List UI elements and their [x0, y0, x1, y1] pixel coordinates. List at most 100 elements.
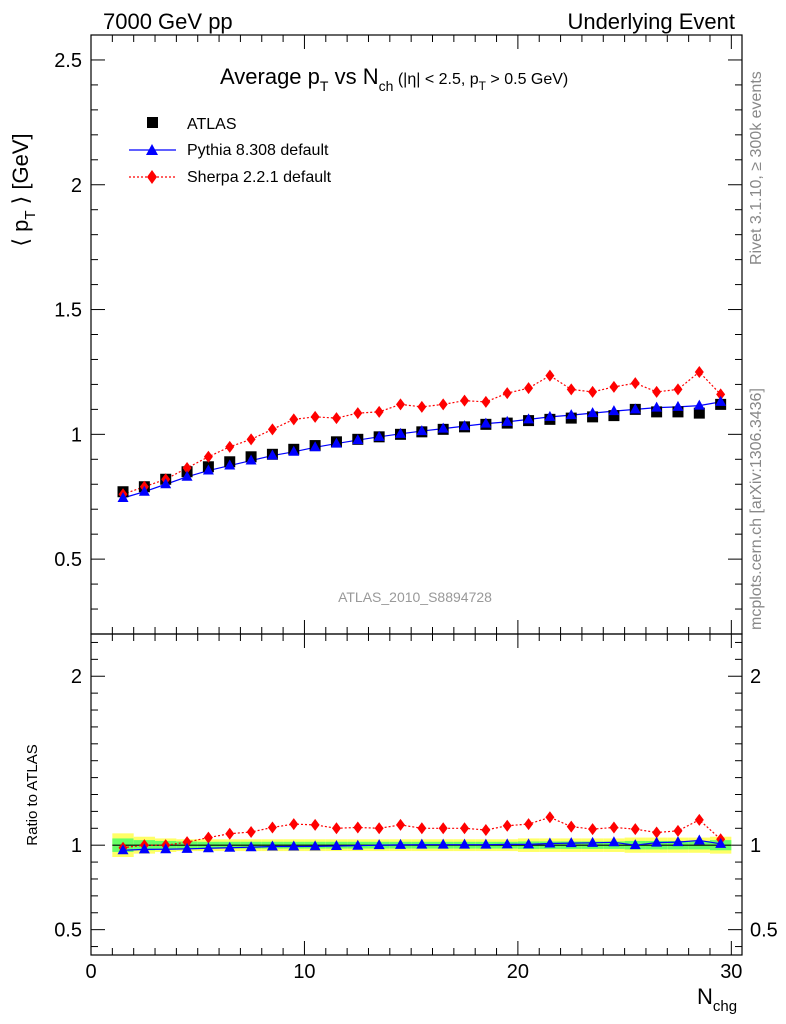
pythia-point — [480, 417, 492, 428]
legend-sherpa-marker — [147, 170, 157, 184]
pythia-point — [245, 454, 257, 465]
ratio-sherpa-point — [289, 818, 299, 831]
ratio-sherpa-point — [673, 824, 683, 837]
legend-atlas-marker — [147, 117, 158, 128]
pythia-point — [501, 415, 513, 426]
pythia-point — [160, 478, 172, 489]
ratio-y-tick-label: 2 — [71, 666, 82, 688]
sherpa-point — [588, 385, 598, 398]
atlas-point — [672, 406, 684, 418]
pythia-point — [138, 485, 150, 496]
ratio-pythia-point — [330, 840, 342, 851]
legend-sherpa-label: Sherpa 2.2.1 default — [187, 169, 332, 186]
sherpa-point — [395, 398, 405, 411]
main-ylabel-close: ⟩ [GeV] — [8, 133, 33, 210]
x-axis-label-sub: chg — [713, 998, 737, 1015]
sherpa-point — [716, 388, 726, 401]
ratio-sherpa-point — [182, 836, 192, 849]
title-cut-a: (|η| < 2.5, p — [393, 71, 478, 88]
x-axis-label: Nchg — [697, 984, 737, 1015]
sherpa-point — [524, 382, 534, 395]
ratio-pythia-point — [224, 841, 236, 852]
ratio-sherpa-point — [545, 811, 555, 824]
sherpa-point — [673, 383, 683, 396]
ratio-sherpa-point — [566, 820, 576, 833]
ratio-y-tick-label: 1 — [71, 835, 82, 857]
ratio-sherpa-point — [374, 822, 384, 835]
x-tick-label: 0 — [85, 961, 96, 983]
atlas-point — [608, 410, 620, 422]
ratio-pythia-point — [245, 841, 257, 852]
ratio-plot-frame — [90, 633, 743, 956]
sherpa-point — [246, 433, 256, 446]
ratio-pythia-point — [608, 836, 620, 847]
title-vs: vs N — [328, 64, 378, 89]
ratio-sherpa-point — [203, 831, 213, 844]
pythia-point — [693, 399, 705, 410]
ratio-ylabel: Ratio to ATLAS — [24, 744, 41, 845]
ratio-pythia-point — [352, 839, 364, 850]
title-main-sub: T — [320, 78, 329, 94]
ratio-pythia-point — [629, 839, 641, 850]
sherpa-point — [694, 365, 704, 378]
atlas-point — [693, 407, 705, 419]
ratio-pythia-point — [459, 838, 471, 849]
main-ylabel: ⟨ pT ⟩ [GeV] — [8, 133, 39, 246]
sherpa-point — [502, 387, 512, 400]
pythia-point — [416, 425, 428, 436]
ratio-pythia-point — [138, 843, 150, 854]
pythia-point — [608, 405, 620, 416]
ratio-pythia-point — [480, 838, 492, 849]
ratio-sherpa-point — [246, 826, 256, 839]
pythia-point — [437, 422, 449, 433]
pythia-point — [523, 413, 535, 424]
ratio-sherpa-point — [395, 818, 405, 831]
sherpa-point — [225, 440, 235, 453]
rivet-version-label: Rivet 3.1.10, ≥ 300k events — [748, 71, 765, 265]
ratio-pythia-point — [266, 840, 278, 851]
sherpa-point — [417, 400, 427, 413]
ratio-sherpa-point — [267, 821, 277, 834]
ratio-sherpa-point — [353, 821, 363, 834]
ratio-sherpa-point — [460, 822, 470, 835]
ratio-pythia-point — [501, 838, 513, 849]
main-plot-area: 0.5 1 1.5 2 2.5 — [54, 34, 742, 635]
main-y-tick-label: 1 — [71, 424, 82, 446]
ratio-pythia-point — [523, 838, 535, 849]
pythia-point — [629, 403, 641, 414]
main-y-tick-label: 2 — [71, 175, 82, 197]
ratio-sherpa-point — [609, 821, 619, 834]
sherpa-point — [566, 383, 576, 396]
header-left: 7000 GeV pp — [103, 9, 233, 34]
x-tick-label: 20 — [507, 961, 529, 983]
chart-title: Average pT vs Nch (|η| < 2.5, pT > 0.5 G… — [220, 64, 568, 94]
pythia-point — [266, 449, 278, 460]
ratio-sherpa-point — [652, 826, 662, 839]
ratio-sherpa-point — [225, 827, 235, 840]
pythia-point — [181, 470, 193, 481]
pythia-line — [122, 401, 721, 499]
main-ylabel-open: ⟨ p — [8, 220, 33, 247]
ratio-sherpa-point — [417, 822, 427, 835]
title-vs-sub: ch — [379, 78, 394, 94]
ratio-pythia-point — [373, 839, 385, 850]
main-ylabel-sub: T — [22, 210, 39, 219]
pythia-point — [544, 410, 556, 421]
title-main: Average p — [220, 64, 320, 89]
ratio-pythia-point — [565, 837, 577, 848]
x-tick-label: 30 — [720, 961, 742, 983]
ratio-pythia-point — [672, 836, 684, 847]
pythia-point — [330, 437, 342, 448]
ratio-pythia-point — [181, 842, 193, 853]
ratio-sherpa-point — [630, 823, 640, 836]
ratio-pythia-point — [288, 840, 300, 851]
sherpa-point — [331, 412, 341, 425]
sherpa-point — [182, 462, 192, 475]
ratio-sherpa-point — [694, 813, 704, 826]
ratio-sherpa-point — [481, 823, 491, 836]
pythia-point — [651, 401, 663, 412]
title-cut-sub: T — [479, 79, 487, 93]
ratio-pythia-point — [693, 834, 705, 845]
ratio-y-tick-label-right: 0.5 — [750, 920, 778, 942]
